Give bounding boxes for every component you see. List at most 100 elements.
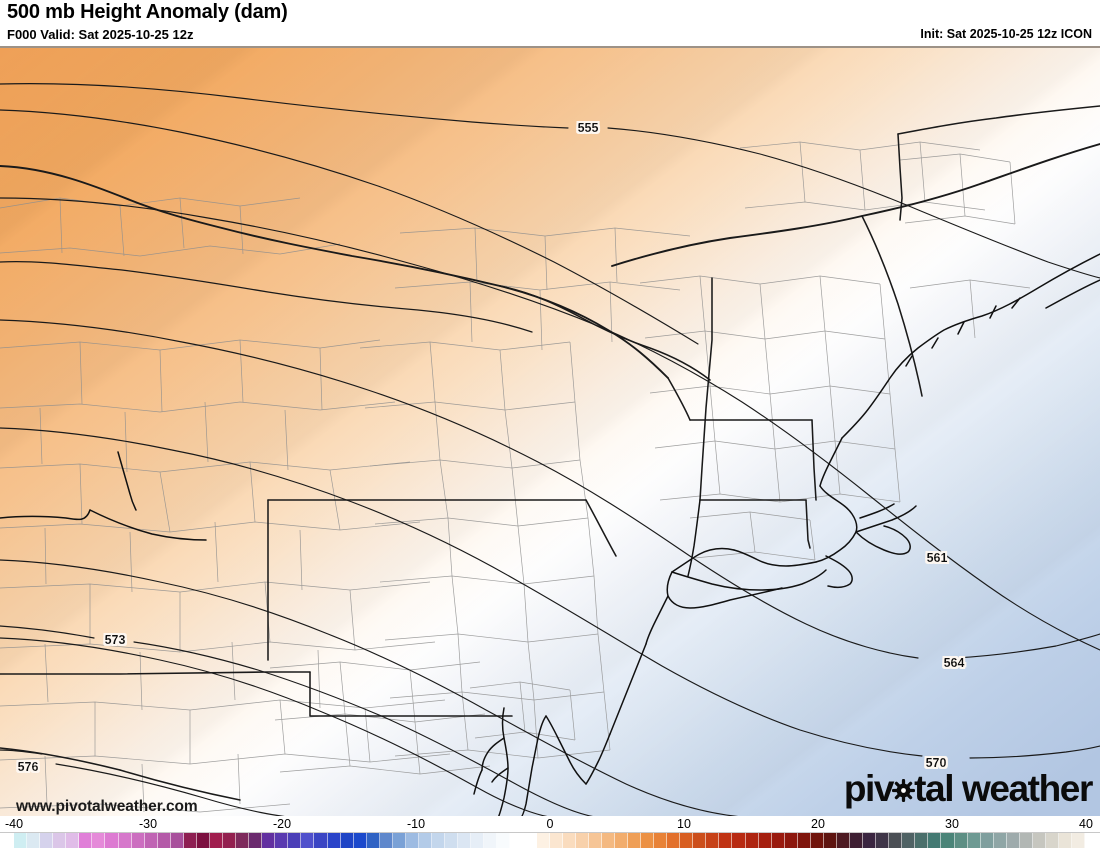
colorbar-swatch[interactable] bbox=[784, 833, 798, 848]
colorbar-swatch[interactable] bbox=[405, 833, 419, 848]
colorbar-swatch[interactable] bbox=[523, 833, 537, 848]
colorbar-swatch[interactable] bbox=[614, 833, 628, 848]
colorbar-swatch[interactable] bbox=[876, 833, 890, 848]
colorbar-swatch[interactable] bbox=[144, 833, 158, 848]
colorbar-swatch[interactable] bbox=[732, 833, 746, 848]
logo-text-part1: piv bbox=[843, 768, 895, 809]
colorbar-swatch[interactable] bbox=[680, 833, 694, 848]
colorbar-swatch[interactable] bbox=[510, 833, 524, 848]
colorbar-swatch[interactable] bbox=[92, 833, 106, 848]
colorbar-swatch[interactable] bbox=[27, 833, 41, 848]
site-url-watermark: www.pivotalweather.com bbox=[16, 798, 198, 815]
colorbar-swatch[interactable] bbox=[719, 833, 733, 848]
colorbar-left-pad bbox=[0, 833, 14, 848]
colorbar-swatch[interactable] bbox=[954, 833, 968, 848]
colorbar-swatch[interactable] bbox=[366, 833, 380, 848]
colorbar-swatch[interactable] bbox=[131, 833, 145, 848]
colorbar-swatch[interactable] bbox=[1032, 833, 1046, 848]
coastline-layer bbox=[0, 253, 1100, 816]
colorbar-swatch[interactable] bbox=[340, 833, 354, 848]
colorbar-tick-label: -30 bbox=[138, 817, 158, 831]
map-canvas[interactable]: 555 561 564 570 573 576 bbox=[0, 46, 1100, 816]
colorbar-swatch[interactable] bbox=[941, 833, 955, 848]
colorbar-swatch[interactable] bbox=[993, 833, 1007, 848]
colorbar-swatch[interactable] bbox=[471, 833, 485, 848]
colorbar-swatch[interactable] bbox=[458, 833, 472, 848]
colorbar-swatch[interactable] bbox=[118, 833, 132, 848]
colorbar-swatch[interactable] bbox=[967, 833, 981, 848]
colorbar-swatch[interactable] bbox=[902, 833, 916, 848]
colorbar-tick-label: 0 bbox=[546, 817, 554, 831]
colorbar-swatch[interactable] bbox=[771, 833, 785, 848]
colorbar-tick-label: -10 bbox=[406, 817, 426, 831]
colorbar-swatch[interactable] bbox=[536, 833, 550, 848]
colorbar-swatch[interactable] bbox=[575, 833, 589, 848]
colorbar-swatch[interactable] bbox=[157, 833, 171, 848]
colorbar-swatch[interactable] bbox=[40, 833, 54, 848]
colorbar-swatch[interactable] bbox=[889, 833, 903, 848]
colorbar-swatch[interactable] bbox=[758, 833, 772, 848]
page-title: 500 mb Height Anomaly (dam) bbox=[7, 1, 288, 23]
colorbar-swatch[interactable] bbox=[654, 833, 668, 848]
colorbar-swatch[interactable] bbox=[641, 833, 655, 848]
colorbar-swatch[interactable] bbox=[418, 833, 432, 848]
colorbar-swatch[interactable] bbox=[562, 833, 576, 848]
colorbar-swatch[interactable] bbox=[850, 833, 864, 848]
colorbar-tick-label: 10 bbox=[677, 817, 691, 831]
colorbar-swatch[interactable] bbox=[601, 833, 615, 848]
colorbar-swatch[interactable] bbox=[928, 833, 942, 848]
colorbar-swatch[interactable] bbox=[236, 833, 250, 848]
colorbar-swatch[interactable] bbox=[915, 833, 929, 848]
colorbar-swatch[interactable] bbox=[183, 833, 197, 848]
colorbar-swatch[interactable] bbox=[745, 833, 759, 848]
colorbar-swatch[interactable] bbox=[667, 833, 681, 848]
colorbar-swatch[interactable] bbox=[392, 833, 406, 848]
colorbar-swatch[interactable] bbox=[275, 833, 289, 848]
colorbar-swatch[interactable] bbox=[196, 833, 210, 848]
colorbar-swatch[interactable] bbox=[53, 833, 67, 848]
colorbar-swatch[interactable] bbox=[314, 833, 328, 848]
colorbar-swatch[interactable] bbox=[170, 833, 184, 848]
colorbar-swatch[interactable] bbox=[209, 833, 223, 848]
colorbar-swatch[interactable] bbox=[627, 833, 641, 848]
colorbar-swatch[interactable] bbox=[79, 833, 93, 848]
colorbar-swatch[interactable] bbox=[445, 833, 459, 848]
colorbar-swatch[interactable] bbox=[379, 833, 393, 848]
logo-text-part2: tal weather bbox=[914, 768, 1093, 809]
colorbar-swatch[interactable] bbox=[105, 833, 119, 848]
colorbar-swatch[interactable] bbox=[706, 833, 720, 848]
colorbar-swatch[interactable] bbox=[497, 833, 511, 848]
colorbar-swatch[interactable] bbox=[693, 833, 707, 848]
colorbar-swatch[interactable] bbox=[810, 833, 824, 848]
colorbar-swatch[interactable] bbox=[14, 833, 28, 848]
colorbar-swatch[interactable] bbox=[1006, 833, 1020, 848]
colorbar[interactable]: -40 -30 -20 -10 0 10 20 30 40 bbox=[0, 816, 1100, 850]
colorbar-swatch[interactable] bbox=[823, 833, 837, 848]
pivotal-weather-logo: piv tal weather bbox=[843, 768, 1094, 809]
colorbar-swatch[interactable] bbox=[223, 833, 237, 848]
colorbar-tick-label: 20 bbox=[811, 817, 825, 831]
colorbar-swatches[interactable] bbox=[0, 832, 1100, 848]
colorbar-swatch[interactable] bbox=[353, 833, 367, 848]
colorbar-swatch[interactable] bbox=[980, 833, 994, 848]
colorbar-swatch[interactable] bbox=[288, 833, 302, 848]
colorbar-swatch[interactable] bbox=[327, 833, 341, 848]
colorbar-swatch[interactable] bbox=[66, 833, 80, 848]
colorbar-swatch[interactable] bbox=[836, 833, 850, 848]
colorbar-swatch[interactable] bbox=[1059, 833, 1073, 848]
colorbar-swatch[interactable] bbox=[549, 833, 563, 848]
colorbar-swatch[interactable] bbox=[484, 833, 498, 848]
colorbar-swatch[interactable] bbox=[588, 833, 602, 848]
colorbar-swatch[interactable] bbox=[863, 833, 877, 848]
colorbar-swatch[interactable] bbox=[1072, 833, 1086, 848]
colorbar-swatch[interactable] bbox=[249, 833, 263, 848]
contour-label-564: 564 bbox=[944, 656, 965, 670]
colorbar-swatch[interactable] bbox=[797, 833, 811, 848]
colorbar-swatch[interactable] bbox=[301, 833, 315, 848]
valid-time-label: F000 Valid: Sat 2025-10-25 12z bbox=[7, 27, 194, 42]
colorbar-swatch[interactable] bbox=[1019, 833, 1033, 848]
colorbar-swatch[interactable] bbox=[262, 833, 276, 848]
colorbar-swatch[interactable] bbox=[432, 833, 446, 848]
colorbar-swatch[interactable] bbox=[1045, 833, 1059, 848]
